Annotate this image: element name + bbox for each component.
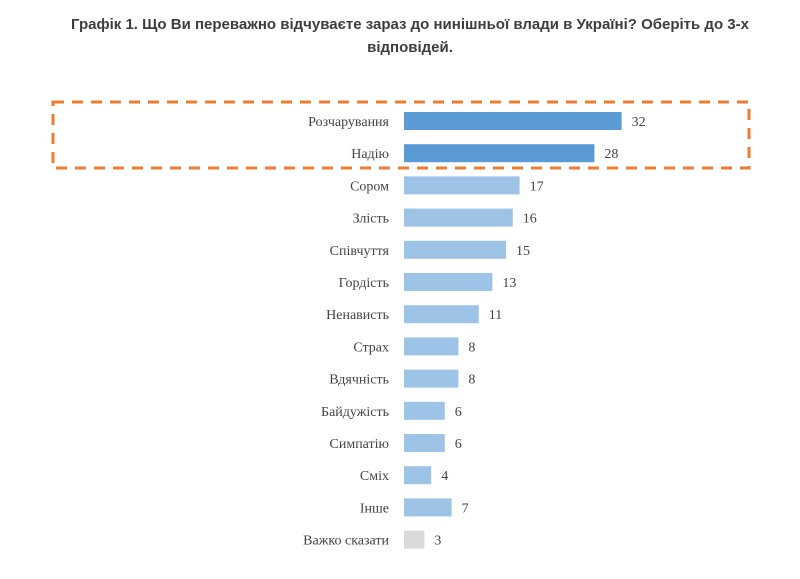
category-label: Співчуття [330, 244, 390, 259]
data-label: 6 [455, 437, 462, 452]
data-label: 15 [516, 244, 530, 259]
category-label: Розчарування [308, 115, 389, 130]
bar [404, 305, 479, 324]
category-label: Надію [351, 147, 389, 162]
category-label: Симпатію [330, 437, 390, 452]
bar [404, 434, 445, 452]
bar [404, 466, 432, 485]
category-label: Злість [353, 212, 389, 227]
category-label: Гордість [339, 276, 389, 291]
category-label: Страх [353, 340, 389, 355]
data-label: 8 [468, 373, 475, 388]
bar [404, 401, 445, 420]
bar [404, 144, 595, 163]
bar [404, 498, 452, 517]
bar [404, 176, 520, 195]
data-label: 6 [455, 405, 462, 420]
category-label: Сором [350, 179, 389, 194]
bar [404, 240, 506, 259]
data-label: 3 [434, 534, 441, 549]
bar [404, 530, 425, 549]
bar [404, 208, 513, 227]
data-label: 13 [502, 276, 516, 291]
data-label: 32 [632, 115, 646, 130]
category-label: Сміх [360, 469, 389, 484]
bar [404, 273, 493, 291]
chart-title: Графік 1. Що Ви переважно відчуваєте зар… [71, 16, 749, 56]
bar [404, 369, 459, 388]
data-label: 8 [468, 340, 475, 355]
data-label: 17 [530, 179, 544, 194]
category-label: Байдужість [321, 405, 389, 420]
category-label: Вдячність [329, 373, 389, 388]
bar [404, 112, 622, 130]
category-label: Інше [360, 501, 389, 516]
data-label: 4 [441, 469, 448, 484]
highlight-box [51, 100, 751, 170]
bar [404, 337, 459, 356]
data-label: 11 [489, 308, 502, 323]
data-label: 16 [523, 212, 537, 227]
category-label: Важко сказати [303, 534, 389, 549]
category-label: Ненависть [326, 308, 389, 323]
data-label: 28 [604, 147, 618, 162]
data-label: 7 [462, 501, 469, 516]
